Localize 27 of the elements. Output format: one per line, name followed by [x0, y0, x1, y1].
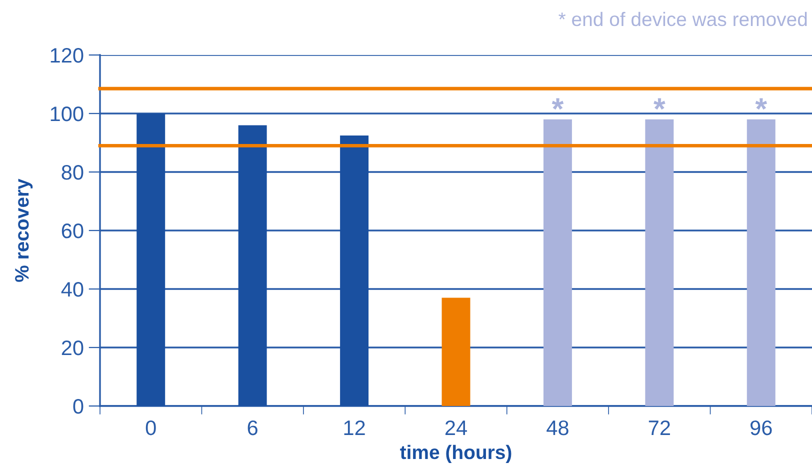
- y-tick-label: 20: [62, 340, 84, 356]
- x-tick-label: 12: [344, 420, 365, 435]
- bar: [136, 114, 166, 406]
- x-axis-title: time (hours): [400, 444, 512, 463]
- y-tick-label: 0: [73, 399, 84, 414]
- x-tick-label: 96: [750, 420, 772, 436]
- y-axis-title: % recovery: [15, 178, 33, 282]
- x-tick-label: 0: [146, 420, 156, 436]
- text: * end of device was removed: [558, 12, 807, 26]
- annotation: *: [552, 98, 564, 110]
- annotation: *: [654, 98, 666, 110]
- bar: [746, 119, 776, 406]
- bar: [238, 125, 267, 406]
- y-tick-label: 100: [50, 106, 84, 122]
- x-tick-label: 48: [546, 420, 568, 436]
- bar: [645, 119, 674, 406]
- y-tick-label: 80: [62, 165, 84, 180]
- y-tick-label: 40: [61, 282, 84, 297]
- annotation: *: [755, 98, 768, 110]
- bar: [442, 298, 470, 406]
- bar: [543, 119, 572, 406]
- y-tick-label: 120: [50, 48, 84, 63]
- x-tick-label: 72: [648, 420, 670, 435]
- x-tick-label: 24: [445, 420, 467, 435]
- bar: [340, 135, 369, 406]
- x-tick-label: 6: [248, 420, 258, 436]
- y-tick-label: 60: [62, 224, 84, 238]
